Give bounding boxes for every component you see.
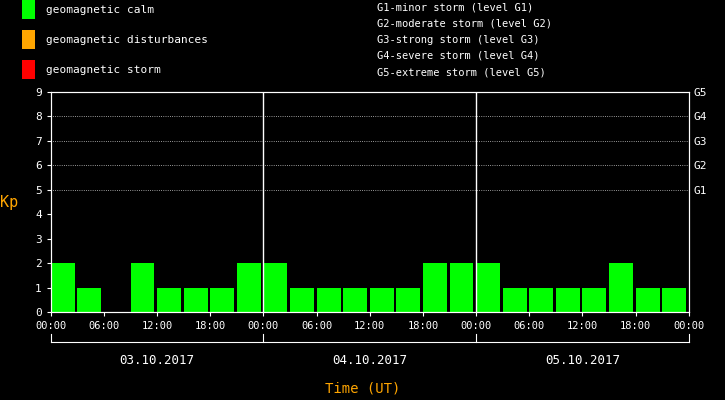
Text: G3-strong storm (level G3): G3-strong storm (level G3)	[377, 35, 539, 45]
Text: G1-minor storm (level G1): G1-minor storm (level G1)	[377, 2, 534, 12]
Bar	[556, 288, 580, 312]
Bar	[582, 288, 606, 312]
Bar	[529, 288, 553, 312]
Bar	[22, 30, 35, 49]
Bar	[22, 60, 35, 79]
Bar	[317, 288, 341, 312]
Text: Kp: Kp	[0, 194, 18, 210]
Bar	[210, 288, 234, 312]
Bar	[343, 288, 367, 312]
Bar	[450, 263, 473, 312]
Bar	[370, 288, 394, 312]
Text: G5-extreme storm (level G5): G5-extreme storm (level G5)	[377, 67, 546, 77]
Text: G2-moderate storm (level G2): G2-moderate storm (level G2)	[377, 18, 552, 28]
Text: G4-severe storm (level G4): G4-severe storm (level G4)	[377, 51, 539, 61]
Bar	[237, 263, 261, 312]
Bar	[423, 263, 447, 312]
Text: geomagnetic storm: geomagnetic storm	[46, 64, 160, 74]
Bar	[609, 263, 633, 312]
Text: Time (UT): Time (UT)	[325, 382, 400, 396]
Text: geomagnetic disturbances: geomagnetic disturbances	[46, 35, 207, 45]
Text: geomagnetic calm: geomagnetic calm	[46, 5, 154, 15]
Bar	[78, 288, 102, 312]
Bar	[636, 288, 660, 312]
Bar	[662, 288, 686, 312]
Text: 05.10.2017: 05.10.2017	[545, 354, 620, 367]
Bar	[130, 263, 154, 312]
Bar	[476, 263, 500, 312]
Bar	[502, 288, 526, 312]
Bar	[51, 263, 75, 312]
Bar	[22, 0, 35, 19]
Text: 03.10.2017: 03.10.2017	[120, 354, 194, 367]
Bar	[290, 288, 314, 312]
Bar	[183, 288, 207, 312]
Text: 04.10.2017: 04.10.2017	[332, 354, 407, 367]
Bar	[397, 288, 420, 312]
Bar	[157, 288, 181, 312]
Bar	[263, 263, 287, 312]
